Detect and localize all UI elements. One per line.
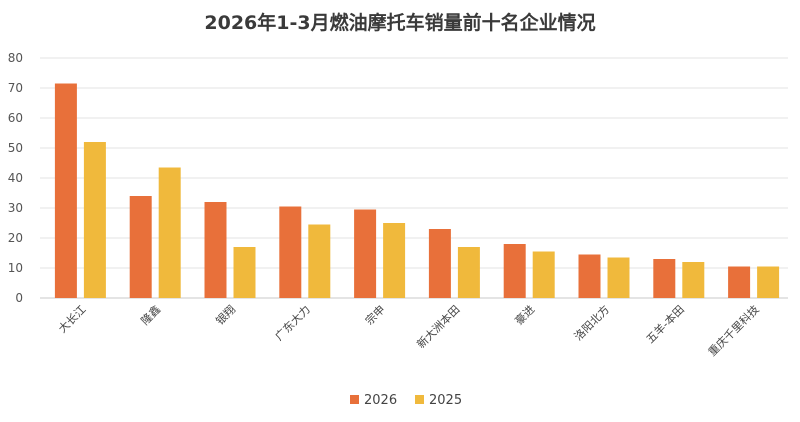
bar-2026-8 (653, 259, 676, 298)
bar-2026-2 (204, 202, 227, 298)
y-tick-label: 40 (8, 171, 23, 185)
x-tick-label: 广东大力 (272, 302, 313, 343)
bar-2026-7 (578, 254, 601, 298)
bar-2025-5 (457, 247, 480, 298)
bar-2026-3 (279, 206, 302, 298)
bar-2025-1 (158, 167, 181, 298)
bar-2026-4 (354, 209, 377, 298)
legend-swatch-2025 (415, 395, 424, 404)
bar-2026-0 (54, 83, 77, 298)
y-tick-label: 20 (8, 231, 23, 245)
bar-2026-5 (428, 229, 451, 298)
bar-2025-3 (308, 224, 331, 298)
y-tick-label: 50 (8, 141, 23, 155)
x-tick-label: 重庆千里科技 (705, 302, 762, 359)
legend-label-2025: 2025 (429, 393, 462, 408)
x-tick-label: 大长江 (55, 302, 88, 335)
x-axis: 大长江 隆鑫 银翔 广东大力 宗申 新大洲本田 豪进 洛阳北方 五羊-本田 重庆千里科技 (55, 302, 761, 359)
x-tick-label: 五羊-本田 (643, 302, 687, 346)
y-tick-label: 60 (8, 111, 23, 125)
chart-title: 2026年1-3月燃油摩托车销量前十名企业情况 (204, 12, 596, 34)
bar-2025-9 (757, 266, 780, 298)
bar-2026-9 (728, 266, 751, 298)
gridlines (40, 57, 788, 299)
bars (54, 83, 780, 298)
y-tick-label: 0 (15, 291, 23, 305)
bar-2025-8 (682, 262, 705, 298)
bar-2025-7 (607, 257, 630, 298)
bar-2025-4 (383, 223, 406, 298)
bar-2025-0 (83, 142, 106, 298)
x-tick-label: 豪进 (512, 302, 537, 327)
bar-2026-1 (129, 196, 152, 298)
y-axis: 0 10 20 30 40 50 60 70 80 (8, 51, 23, 305)
y-tick-label: 30 (8, 201, 23, 215)
legend-swatch-2026 (350, 395, 359, 404)
bar-2025-2 (233, 247, 256, 298)
y-tick-label: 10 (8, 261, 23, 275)
y-tick-label: 70 (8, 81, 23, 95)
x-tick-label: 新大洲本田 (414, 302, 463, 351)
x-tick-label: 洛阳北方 (571, 302, 612, 343)
bar-2026-6 (503, 244, 526, 298)
x-tick-label: 隆鑫 (138, 302, 163, 327)
legend: 2026 2025 (350, 393, 462, 408)
x-tick-label: 银翔 (213, 302, 238, 327)
y-tick-label: 80 (8, 51, 23, 65)
x-tick-label: 宗申 (362, 302, 387, 327)
bar-2025-6 (532, 251, 555, 298)
legend-label-2026: 2026 (364, 393, 397, 408)
